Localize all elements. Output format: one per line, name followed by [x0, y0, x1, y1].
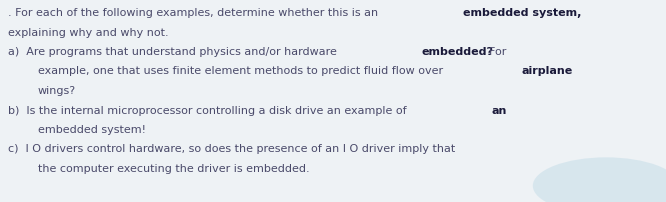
Text: embedded system!: embedded system! — [38, 124, 146, 134]
Text: . For each of the following examples, determine whether this is an: . For each of the following examples, de… — [8, 8, 382, 18]
Text: the computer executing the driver is embedded.: the computer executing the driver is emb… — [38, 163, 310, 173]
Text: embedded?: embedded? — [422, 47, 494, 57]
Text: an: an — [492, 105, 507, 115]
Text: a)  Are programs that understand physics and/or hardware: a) Are programs that understand physics … — [8, 47, 340, 57]
Text: explaining why and why not.: explaining why and why not. — [8, 27, 168, 37]
Text: example, one that uses finite element methods to predict fluid flow over: example, one that uses finite element me… — [38, 66, 447, 76]
Text: For: For — [482, 47, 507, 57]
Ellipse shape — [533, 158, 666, 202]
Text: c)  I O drivers control hardware, so does the presence of an I O driver imply th: c) I O drivers control hardware, so does… — [8, 144, 456, 154]
Text: embedded system,: embedded system, — [463, 8, 581, 18]
Text: airplane: airplane — [521, 66, 573, 76]
Text: wings?: wings? — [38, 86, 76, 96]
Text: b)  Is the internal microprocessor controlling a disk drive an example of: b) Is the internal microprocessor contro… — [8, 105, 410, 115]
